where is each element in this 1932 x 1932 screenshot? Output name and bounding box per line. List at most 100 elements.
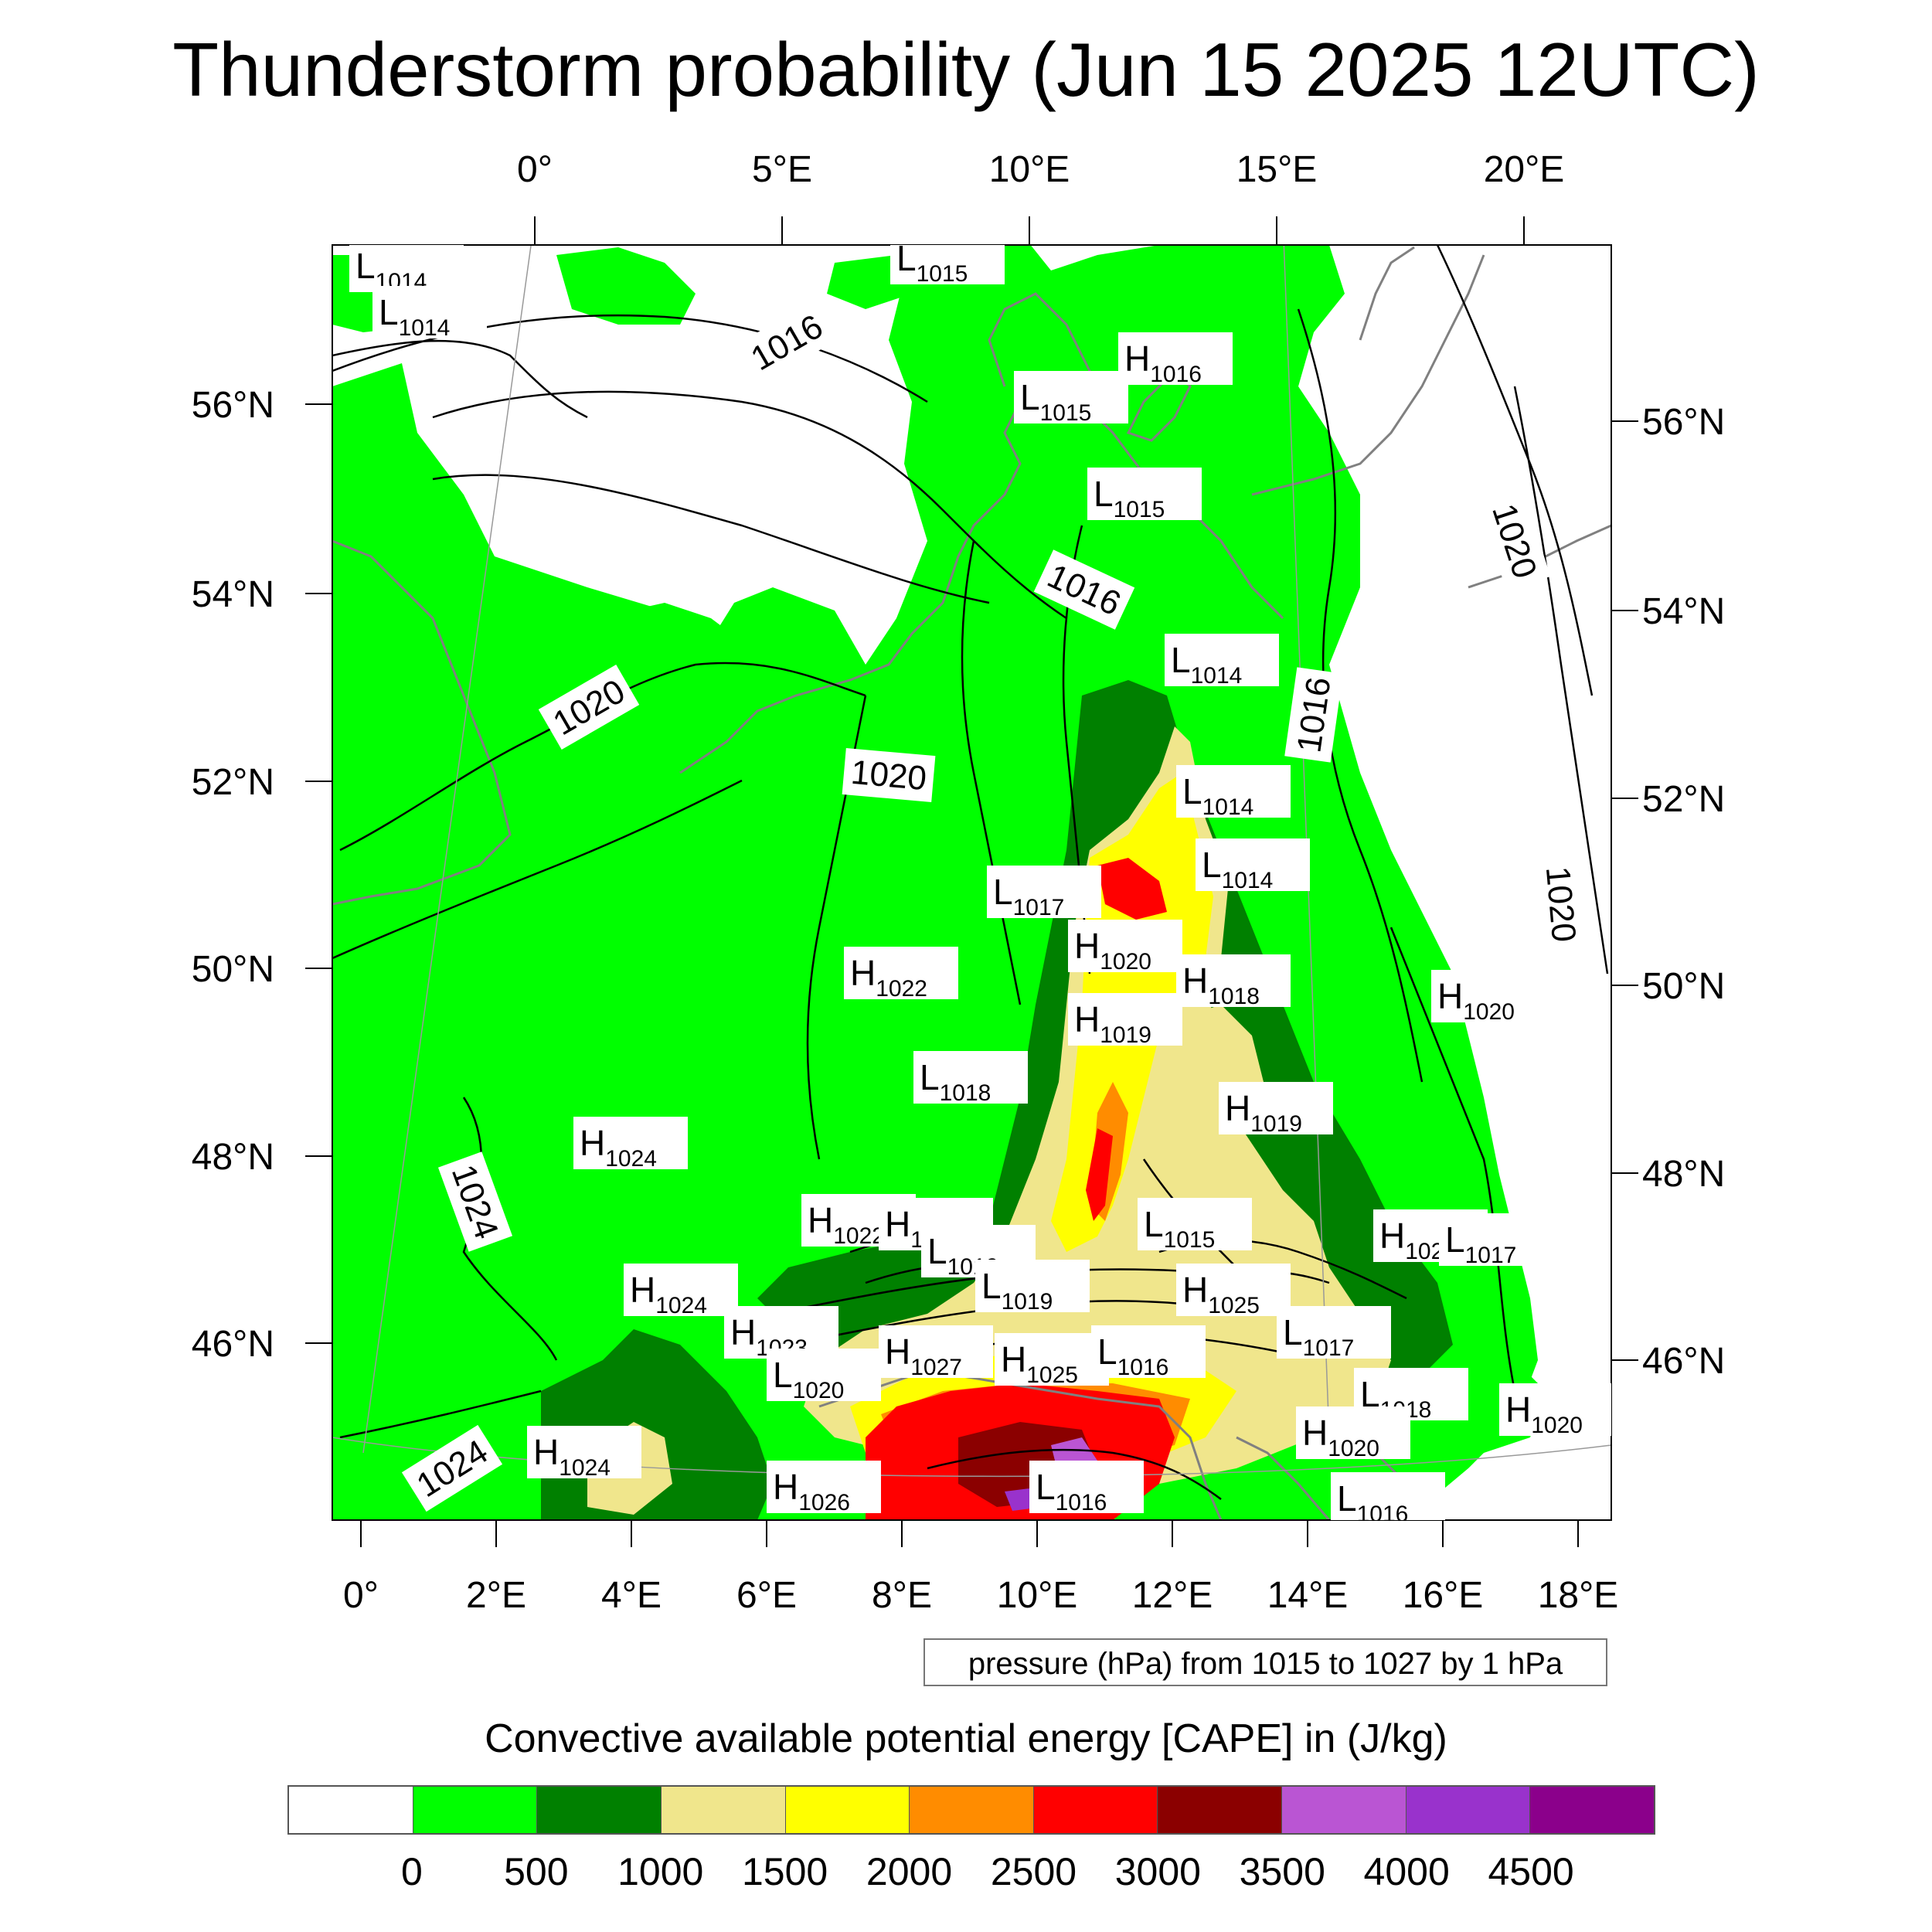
pressure-center-label: L1016 xyxy=(1091,1325,1206,1380)
pressure-center-label: L1014 xyxy=(372,286,487,341)
bottom-lon-label: 6°E xyxy=(736,1575,797,1616)
cape-field xyxy=(332,245,1611,1520)
bottom-lon-label: 8°E xyxy=(872,1575,932,1616)
svg-text:H1022: H1022 xyxy=(808,1200,885,1249)
cape-area-green xyxy=(556,247,696,325)
pressure-center-label: L1014 xyxy=(1196,838,1310,893)
svg-text:L1016: L1016 xyxy=(1036,1467,1107,1515)
pressure-center-label: L1014 xyxy=(349,245,464,294)
svg-text:H1024: H1024 xyxy=(580,1123,657,1172)
bottom-lon-label: 12°E xyxy=(1132,1575,1213,1616)
colorbar xyxy=(287,1785,1655,1835)
svg-text:H1024: H1024 xyxy=(630,1270,707,1318)
pressure-center-label: L1019 xyxy=(975,1260,1090,1315)
svg-text:L1017: L1017 xyxy=(1283,1312,1354,1361)
right-lat-label: 54°N xyxy=(1642,591,1725,632)
svg-text:H1022: H1022 xyxy=(850,953,927,1002)
top-lon-label: 10°E xyxy=(989,149,1070,190)
colorbar-segment xyxy=(1406,1787,1531,1833)
svg-text:H1025: H1025 xyxy=(1001,1339,1078,1388)
cape-area-green xyxy=(595,603,742,680)
pressure-center-label: H1024 xyxy=(527,1426,641,1481)
svg-text:L1014: L1014 xyxy=(1182,771,1253,820)
colorbar-tick-label: 0 xyxy=(401,1850,423,1893)
svg-text:H1020: H1020 xyxy=(1074,926,1151,975)
svg-text:L1016: L1016 xyxy=(1337,1478,1408,1527)
left-lat-label: 56°N xyxy=(192,385,274,426)
svg-text:H1020: H1020 xyxy=(1505,1389,1583,1438)
right-lat-label: 50°N xyxy=(1642,966,1725,1007)
svg-text:H1025: H1025 xyxy=(1182,1270,1260,1318)
svg-text:L1015: L1015 xyxy=(1144,1204,1215,1253)
left-lat-label: 52°N xyxy=(192,762,274,803)
colorbar-tick-label: 2500 xyxy=(990,1850,1077,1893)
colorbar-tick-label: 1000 xyxy=(617,1850,704,1893)
top-lon-label: 5°E xyxy=(752,149,812,190)
svg-text:L1017: L1017 xyxy=(993,872,1064,920)
bottom-lon-label: 0° xyxy=(343,1575,379,1616)
svg-text:L1015: L1015 xyxy=(1094,474,1165,522)
colorbar-tick-label: 3500 xyxy=(1239,1850,1325,1893)
pressure-center-label: L1015 xyxy=(890,238,1005,287)
svg-text:L1019: L1019 xyxy=(981,1266,1053,1315)
colorbar-segment xyxy=(661,1787,786,1833)
bottom-lon-label: 4°E xyxy=(601,1575,662,1616)
svg-text:L1015: L1015 xyxy=(896,238,968,287)
pressure-center-label: L1014 xyxy=(1165,634,1279,689)
cape-area-red xyxy=(1097,858,1167,920)
isobar-label: 1020 xyxy=(842,748,936,802)
svg-text:H1027: H1027 xyxy=(885,1332,962,1380)
pressure-center-label: H1024 xyxy=(624,1264,738,1318)
isobar-label: 1024 xyxy=(437,1151,513,1252)
map-title: Thunderstorm probability (Jun 15 2025 12… xyxy=(172,27,1760,112)
pressure-center-label: H1025 xyxy=(995,1333,1109,1388)
svg-text:L1016: L1016 xyxy=(1097,1332,1168,1380)
svg-text:1020: 1020 xyxy=(849,753,928,798)
pressure-center-label: H1026 xyxy=(767,1461,881,1515)
pressure-center-label: L1017 xyxy=(1439,1213,1553,1268)
colorbar-tick-label: 500 xyxy=(504,1850,569,1893)
svg-text:H1019: H1019 xyxy=(1225,1088,1302,1137)
pressure-center-label: H1022 xyxy=(844,947,958,1002)
svg-text:L1018: L1018 xyxy=(920,1057,991,1106)
pressure-center-label: H1025 xyxy=(1176,1264,1291,1318)
top-lon-label: 0° xyxy=(517,149,553,190)
cape-area-green xyxy=(1360,1066,1468,1206)
svg-text:L1014: L1014 xyxy=(1202,845,1273,893)
pressure-center-label: L1016 xyxy=(1331,1472,1445,1527)
pressure-centers: L1014L1014L1015H1016L1015L1015L1014L1014… xyxy=(349,238,1611,1527)
svg-text:H1020: H1020 xyxy=(1302,1413,1379,1461)
svg-text:H1024: H1024 xyxy=(533,1432,611,1481)
svg-text:L1014: L1014 xyxy=(379,292,450,341)
bottom-lon-label: 10°E xyxy=(997,1575,1078,1616)
colorbar-tick-label: 4000 xyxy=(1363,1850,1450,1893)
pressure-center-label: L1014 xyxy=(1176,765,1291,820)
svg-text:L1017: L1017 xyxy=(1445,1219,1516,1268)
axis-labels: 0° 5°E 10°E 15°E 20°E 0° 2°E 4°E 6°E 8°E 10°E 12°E 1… xyxy=(192,149,1726,1616)
colorbar-segment xyxy=(910,1787,1034,1833)
colorbar-segment xyxy=(1158,1787,1283,1833)
pressure-center-label: H1016 xyxy=(1118,332,1233,387)
colorbar-tick-label: 4500 xyxy=(1488,1850,1574,1893)
svg-text:L1015: L1015 xyxy=(1020,377,1091,426)
isobar-label: 1020 xyxy=(1534,857,1588,951)
colorbar-segment xyxy=(1033,1787,1158,1833)
pressure-center-label: H1020 xyxy=(1499,1383,1611,1438)
svg-text:1020: 1020 xyxy=(1539,865,1583,944)
pressure-note: pressure (hPa) from 1015 to 1027 by 1 hP… xyxy=(923,1638,1607,1686)
pressure-center-label: H1024 xyxy=(573,1117,688,1172)
pressure-center-label: L1017 xyxy=(1277,1306,1391,1361)
top-lon-label: 15°E xyxy=(1236,149,1318,190)
pressure-center-label: L1016 xyxy=(1029,1461,1144,1515)
cape-area-red xyxy=(1086,1128,1113,1221)
svg-text:L1014: L1014 xyxy=(1171,640,1242,689)
bottom-lon-label: 16°E xyxy=(1403,1575,1484,1616)
left-lat-label: 46°N xyxy=(192,1324,274,1365)
pressure-center-label: H1018 xyxy=(1176,954,1291,1009)
colorbar-segment xyxy=(785,1787,910,1833)
colorbar-tick-label: 2000 xyxy=(866,1850,953,1893)
svg-text:L1020: L1020 xyxy=(773,1355,844,1403)
axis-ticks xyxy=(305,216,1638,1547)
bottom-lon-label: 2°E xyxy=(466,1575,526,1616)
